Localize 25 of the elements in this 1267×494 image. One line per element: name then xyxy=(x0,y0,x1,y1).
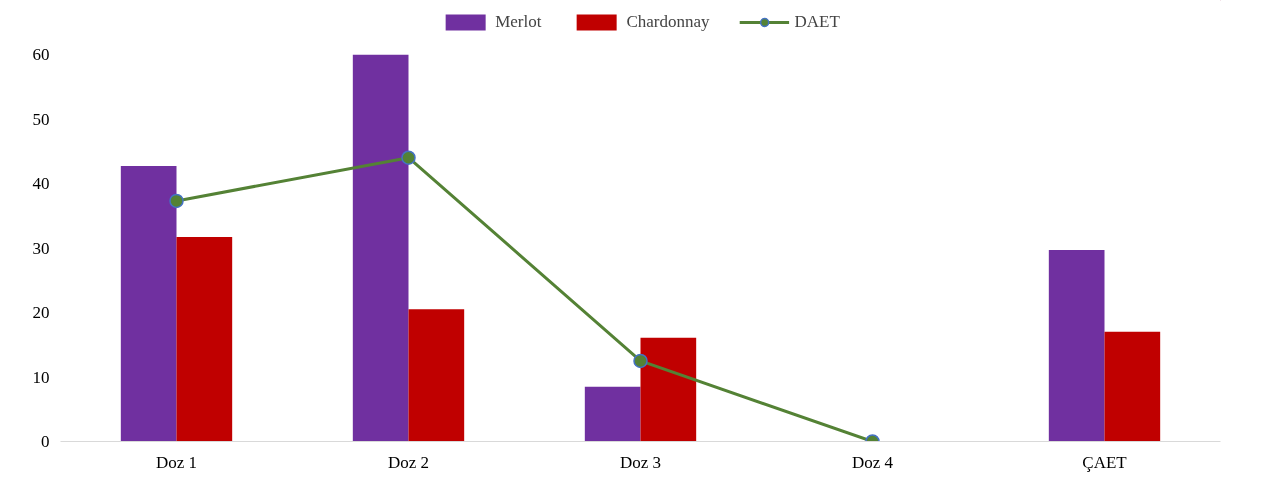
x-tick-label: ÇAET xyxy=(1082,452,1128,472)
legend-label: Merlot xyxy=(495,12,542,32)
x-tick-label: Doz 1 xyxy=(155,452,198,472)
legend-label: Chardonnay xyxy=(626,12,710,32)
y-tick-label: 10 xyxy=(32,367,50,387)
bar xyxy=(120,166,177,442)
point xyxy=(169,193,184,209)
point xyxy=(401,150,416,165)
bar xyxy=(584,386,641,442)
x-tick-label: Doz 4 xyxy=(851,452,894,472)
y-tick-label: 0 xyxy=(41,432,50,451)
bar xyxy=(352,54,409,442)
legend-label: DAET xyxy=(794,12,840,32)
bar xyxy=(1104,331,1161,442)
bar xyxy=(408,309,465,442)
y-tick-label: 30 xyxy=(32,238,50,258)
bar xyxy=(1048,249,1105,442)
x-tick-label: Doz 2 xyxy=(387,452,430,472)
x-tick-label: Doz 3 xyxy=(619,452,662,472)
bar xyxy=(176,237,233,442)
y-tick-label: 20 xyxy=(32,303,50,322)
y-tick-label: 60 xyxy=(32,45,50,64)
y-tick-label: 40 xyxy=(32,174,50,193)
bar xyxy=(640,337,697,442)
y-tick-label: 50 xyxy=(32,109,50,129)
